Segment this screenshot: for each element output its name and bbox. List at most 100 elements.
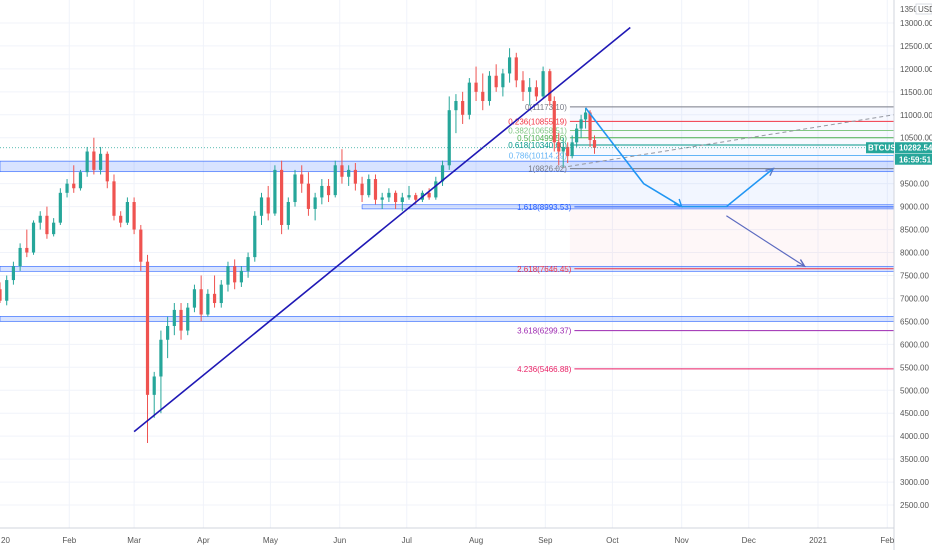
- candle-body: [32, 223, 35, 253]
- candle-body: [133, 202, 136, 230]
- candle-body: [354, 170, 357, 184]
- y-tick-label: 13000.00: [900, 19, 932, 28]
- candle-body: [166, 326, 169, 340]
- candle-body: [206, 294, 209, 315]
- candle-body: [126, 202, 129, 223]
- candle-body: [394, 193, 397, 202]
- x-tick-label: Oct: [606, 536, 619, 545]
- candle-body: [12, 266, 15, 280]
- currency-label: USD: [918, 5, 932, 14]
- candle-body: [414, 195, 417, 200]
- candle-body: [86, 152, 89, 173]
- candle-body: [19, 248, 22, 266]
- candle-body: [387, 193, 390, 198]
- candle-body: [481, 92, 484, 101]
- candle-body: [501, 73, 504, 87]
- y-tick-label: 12500.00: [900, 42, 932, 51]
- candle-body: [566, 147, 569, 156]
- candle-body: [213, 294, 216, 303]
- candle-body: [253, 216, 256, 257]
- x-tick-label: Sep: [538, 536, 553, 545]
- candle-body: [553, 101, 556, 142]
- candle-body: [320, 186, 323, 197]
- candle-body: [112, 181, 115, 215]
- candle-body: [528, 87, 531, 92]
- time-axis[interactable]: 20 Feb Mar Apr May Jun Jul Aug Sep Oct Nov Dec 2021 F…: [0, 528, 895, 545]
- candle-body: [488, 76, 491, 101]
- candle-body: [434, 181, 437, 197]
- candle-body: [575, 129, 578, 143]
- x-tick-label: 2021: [809, 536, 827, 545]
- support-zone: [0, 316, 894, 321]
- candle-body: [179, 310, 182, 331]
- candle-body: [233, 266, 236, 282]
- price-candles: [0, 48, 596, 443]
- candle-body: [347, 170, 350, 177]
- candle-body: [0, 289, 2, 300]
- y-tick-label: 4500.00: [900, 409, 929, 418]
- y-tick-label: 5500.00: [900, 363, 929, 372]
- candle-body: [515, 57, 518, 80]
- x-tick-label: Jun: [333, 536, 346, 545]
- countdown-label: 16:59:51: [899, 156, 932, 165]
- candle-body: [52, 223, 55, 234]
- candle-body: [571, 142, 574, 156]
- candle-body: [428, 193, 431, 198]
- candle-body: [119, 216, 122, 223]
- y-tick-label: 5000.00: [900, 386, 929, 395]
- y-tick-label: 4000.00: [900, 432, 929, 441]
- candle-body: [307, 184, 310, 209]
- candle-body: [220, 285, 223, 303]
- candle-body: [193, 289, 196, 307]
- candle-body: [548, 71, 551, 101]
- candle-body: [374, 179, 377, 200]
- candle-body: [72, 184, 75, 189]
- candle-body: [79, 172, 82, 188]
- candle-body: [25, 248, 28, 253]
- y-tick-label: 11000.00: [900, 111, 932, 120]
- candle-body: [557, 142, 560, 151]
- y-tick-label: 10500.00: [900, 134, 932, 143]
- candle-body: [106, 154, 109, 182]
- y-tick-label: 3500.00: [900, 455, 929, 464]
- candle-body: [448, 110, 451, 165]
- candle-body: [401, 197, 404, 202]
- y-tick-label: 9000.00: [900, 203, 929, 212]
- candle-body: [186, 308, 189, 331]
- x-tick-label: Feb: [62, 536, 76, 545]
- y-tick-label: 8000.00: [900, 249, 929, 258]
- fib-level-label: 2.618(7646.45): [517, 265, 572, 274]
- candle-body: [508, 57, 511, 73]
- x-tick-label: Dec: [742, 536, 756, 545]
- x-tick-label: Feb: [880, 536, 894, 545]
- x-tick-label: 20: [1, 536, 10, 545]
- y-tick-label: 11500.00: [900, 88, 932, 97]
- x-tick-label: Jul: [402, 536, 412, 545]
- candle-body: [468, 83, 471, 115]
- x-tick-label: Apr: [197, 536, 210, 545]
- candle-body: [273, 170, 276, 214]
- y-tick-label: 7500.00: [900, 271, 929, 280]
- candle-body: [173, 310, 176, 326]
- candle-body: [588, 112, 591, 140]
- candle-body: [5, 280, 8, 301]
- candle-body: [454, 101, 457, 110]
- candle-body: [92, 152, 95, 170]
- y-tick-label: 3000.00: [900, 478, 929, 487]
- fib-level-label: 4.236(5466.88): [517, 365, 572, 374]
- candle-body: [260, 197, 263, 215]
- candle-body: [240, 271, 243, 282]
- fib-level-label: 1.618(8993.53): [517, 203, 572, 212]
- candle-body: [139, 230, 142, 262]
- x-tick-label: May: [263, 536, 278, 545]
- candle-body: [327, 186, 330, 195]
- candle-body: [200, 289, 203, 314]
- candle-body: [495, 76, 498, 87]
- fib-shade-lower: [570, 207, 894, 269]
- candle-body: [45, 216, 48, 234]
- candle-body: [293, 174, 296, 202]
- candle-body: [280, 170, 283, 225]
- candle-body: [474, 83, 477, 92]
- candle-body: [334, 165, 337, 195]
